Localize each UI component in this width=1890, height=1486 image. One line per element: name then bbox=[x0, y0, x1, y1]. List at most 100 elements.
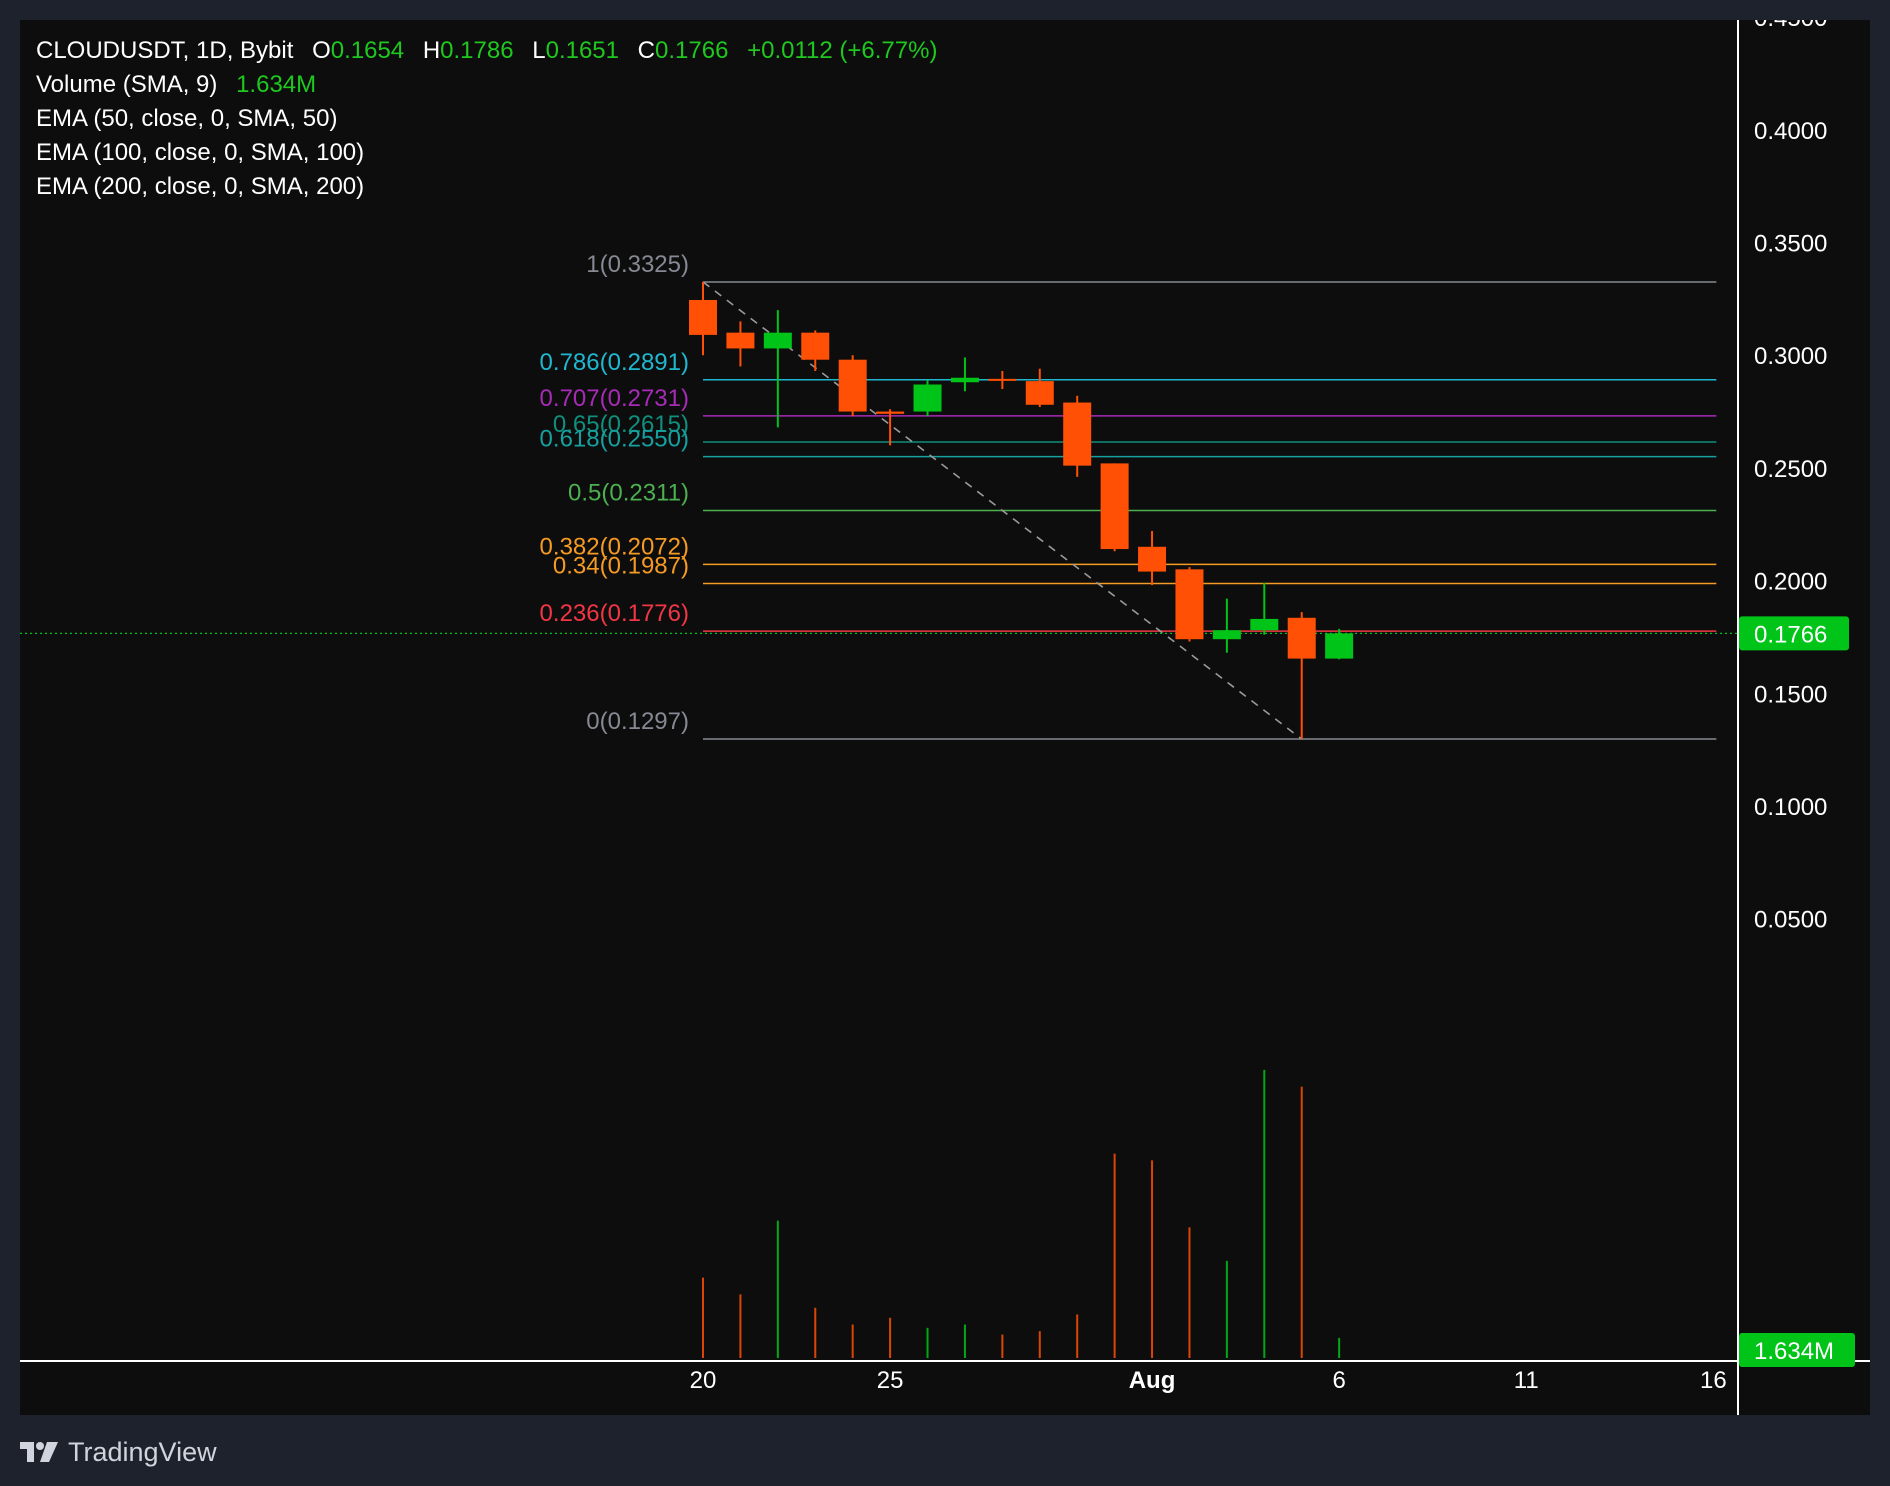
candle[interactable] bbox=[1250, 582, 1279, 635]
volume-bar[interactable] bbox=[1113, 1153, 1116, 1358]
volume-indicator-value: 1.634M bbox=[236, 71, 317, 98]
volume-bar[interactable] bbox=[739, 1294, 742, 1358]
price-axis-tick-label: 0.0500 bbox=[1754, 907, 1827, 934]
volume-indicator-label: Volume (SMA, 9) bbox=[36, 71, 218, 98]
candle-body[interactable] bbox=[1175, 569, 1204, 640]
volume-bar[interactable] bbox=[1338, 1337, 1341, 1358]
current-price-label: 0.1766 bbox=[1754, 621, 1827, 648]
time-axis-tick-label: 20 bbox=[690, 1367, 717, 1394]
high-value: 0.1786 bbox=[440, 37, 514, 64]
candle[interactable] bbox=[913, 379, 942, 417]
volume-bar[interactable] bbox=[889, 1317, 892, 1358]
close-value: 0.1766 bbox=[655, 37, 729, 64]
candle[interactable] bbox=[763, 310, 792, 428]
candle[interactable] bbox=[876, 409, 905, 446]
ema100-indicator-row[interactable]: EMA (100, close, 0, SMA, 100) bbox=[36, 139, 365, 166]
symbol-title[interactable]: CLOUDUSDT, 1D, Bybit bbox=[36, 37, 294, 64]
candle[interactable] bbox=[1100, 463, 1129, 552]
fib-level-label: 0.786(0.2891) bbox=[540, 349, 689, 376]
price-axis-tick-label: 0.3000 bbox=[1754, 343, 1827, 370]
volume-bar[interactable] bbox=[1263, 1069, 1266, 1358]
candle[interactable] bbox=[1325, 628, 1354, 660]
candle[interactable] bbox=[1175, 567, 1204, 642]
candle-body[interactable] bbox=[1100, 463, 1129, 550]
open-value: 0.1654 bbox=[330, 37, 405, 64]
fib-level-label: 0.382(0.2072) bbox=[540, 533, 689, 560]
fib-level-label: 0.236(0.1776) bbox=[540, 600, 689, 627]
price-axis-tick-label: 0.4000 bbox=[1754, 118, 1827, 145]
current-price-badge bbox=[1739, 616, 1849, 651]
fib-level-label: 0(0.1297) bbox=[586, 708, 689, 735]
candle-body[interactable] bbox=[950, 377, 979, 383]
candle-body[interactable] bbox=[838, 359, 867, 412]
time-axis-tick-label: 11 bbox=[1514, 1367, 1539, 1394]
candle[interactable] bbox=[1025, 368, 1054, 408]
candle[interactable] bbox=[801, 330, 830, 371]
candle-body[interactable] bbox=[1250, 618, 1279, 631]
candle[interactable] bbox=[1212, 598, 1241, 653]
candle-body[interactable] bbox=[801, 332, 830, 360]
fib-level-label: 0.5(0.2311) bbox=[568, 480, 689, 507]
tradingview-logo-icon bbox=[20, 1442, 58, 1462]
candle[interactable] bbox=[838, 355, 867, 417]
chart-canvas[interactable]: 1.618(0.4578)1(0.3325)0.786(0.2891)0.707… bbox=[20, 20, 1870, 1415]
volume-bar[interactable] bbox=[1001, 1334, 1004, 1358]
price-axis-tick-label: 0.2500 bbox=[1754, 456, 1827, 483]
current-volume-badge bbox=[1739, 1333, 1855, 1367]
ema50-indicator-row[interactable]: EMA (50, close, 0, SMA, 50) bbox=[36, 105, 338, 132]
price-axis-tick-label: 0.1500 bbox=[1754, 681, 1827, 708]
candle-body[interactable] bbox=[1063, 402, 1092, 466]
price-axis-tick-label: 0.4500 bbox=[1754, 20, 1827, 32]
fib-level-label: 0.34(0.1987) bbox=[553, 553, 689, 580]
candle-body[interactable] bbox=[876, 411, 905, 414]
candle-body[interactable] bbox=[1025, 381, 1054, 405]
candle-body[interactable] bbox=[689, 299, 717, 335]
candle-body[interactable] bbox=[988, 378, 1017, 381]
candle[interactable] bbox=[988, 370, 1017, 390]
fib-level-label: 0.65(0.2615) bbox=[553, 411, 689, 438]
candle-body[interactable] bbox=[1287, 617, 1316, 659]
candle-body[interactable] bbox=[763, 332, 792, 349]
volume-bar[interactable] bbox=[963, 1324, 966, 1359]
volume-indicator-row[interactable]: Volume (SMA, 9) 1.634M bbox=[36, 68, 937, 102]
tradingview-watermark[interactable]: TradingView bbox=[20, 1432, 217, 1472]
fib-level-label: 1(0.3325) bbox=[586, 251, 689, 278]
candle[interactable] bbox=[950, 357, 979, 392]
volume-bar[interactable] bbox=[1225, 1260, 1228, 1358]
change-value: +0.0112 (+6.77%) bbox=[747, 37, 938, 64]
candle[interactable] bbox=[1287, 612, 1316, 740]
candle[interactable] bbox=[689, 281, 717, 356]
candle[interactable] bbox=[1138, 531, 1167, 586]
time-axis-tick-label: Aug bbox=[1129, 1367, 1176, 1394]
volume-bar[interactable] bbox=[1151, 1160, 1154, 1358]
candle-body[interactable] bbox=[913, 384, 942, 412]
candle[interactable] bbox=[1063, 395, 1092, 477]
volume-bar[interactable] bbox=[776, 1220, 779, 1358]
time-axis-tick-label: 6 bbox=[1332, 1367, 1345, 1394]
candle-body[interactable] bbox=[726, 332, 755, 349]
volume-bar[interactable] bbox=[1300, 1086, 1303, 1358]
volume-bar[interactable] bbox=[1076, 1314, 1079, 1358]
volume-bar[interactable] bbox=[851, 1324, 854, 1359]
chart-legend: CLOUDUSDT, 1D, Bybit O0.1654 H0.1786 L0.… bbox=[36, 34, 937, 204]
fib-level-label: 0.618(0.2550) bbox=[540, 426, 689, 453]
ema200-indicator-row[interactable]: EMA (200, close, 0, SMA, 200) bbox=[36, 173, 365, 200]
volume-bar[interactable] bbox=[926, 1327, 929, 1358]
price-axis-tick-label: 0.3500 bbox=[1754, 231, 1827, 258]
price-axis-tick-label: 0.1000 bbox=[1754, 794, 1827, 821]
volume-bar[interactable] bbox=[1038, 1331, 1041, 1358]
low-value: 0.1651 bbox=[545, 37, 619, 64]
candle-body[interactable] bbox=[1212, 630, 1241, 640]
volume-bar[interactable] bbox=[702, 1277, 704, 1358]
fib-level-label: 0.707(0.2731) bbox=[540, 385, 689, 412]
symbol-ohlc-row: CLOUDUSDT, 1D, Bybit O0.1654 H0.1786 L0.… bbox=[36, 37, 938, 64]
price-axis-tick-label: 0.2000 bbox=[1754, 569, 1827, 596]
candle-body[interactable] bbox=[1325, 633, 1354, 659]
volume-bar[interactable] bbox=[814, 1307, 817, 1358]
time-axis-tick-label: 16 bbox=[1700, 1367, 1727, 1394]
volume-bar[interactable] bbox=[1188, 1227, 1191, 1358]
candle[interactable] bbox=[726, 321, 755, 367]
current-volume-label: 1.634M bbox=[1754, 1338, 1834, 1365]
candle-body[interactable] bbox=[1138, 546, 1167, 572]
chart-frame[interactable]: 1.618(0.4578)1(0.3325)0.786(0.2891)0.707… bbox=[20, 20, 1870, 1415]
